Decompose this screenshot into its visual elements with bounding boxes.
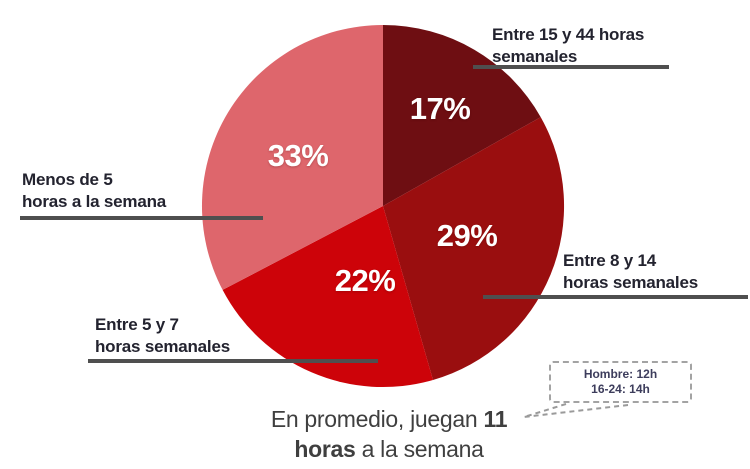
annotation-box: Hombre: 12h 16-24: 14h: [549, 361, 692, 403]
caption: En promedio, juegan 11 horas a la semana: [234, 404, 544, 464]
leader-line-8-14: [483, 295, 748, 299]
annotation-line-2: 16-24: 14h: [591, 382, 650, 396]
pie-slice-0: [383, 24, 541, 206]
annotation-line-1: Hombre: 12h: [583, 367, 658, 381]
leader-line-15-44: [473, 65, 669, 69]
slice-label-8-14: Entre 8 y 14 horas semanales: [563, 251, 698, 292]
slice-label-15-44: Entre 15 y 44 horas semanales: [492, 25, 645, 66]
caption-line-1: En promedio, juegan 11: [270, 406, 508, 432]
pct-label-2: 22%: [334, 263, 396, 298]
pct-label-0: 17%: [409, 91, 471, 126]
slice-label-menos-5: Menos de 5 horas a la semana: [22, 170, 167, 211]
leader-line-5-7: [88, 359, 378, 363]
pie-slice-2: [222, 206, 433, 388]
pie-slice-1: [383, 117, 565, 380]
pct-label-3: 33%: [267, 138, 329, 173]
slice-label-5-7: Entre 5 y 7 horas semanales: [95, 315, 230, 356]
pct-label-1: 29%: [436, 218, 498, 253]
pie-slice-3: [201, 25, 383, 290]
leader-line-menos-5: [20, 216, 263, 220]
caption-line-2: horas a la semana: [294, 436, 484, 462]
